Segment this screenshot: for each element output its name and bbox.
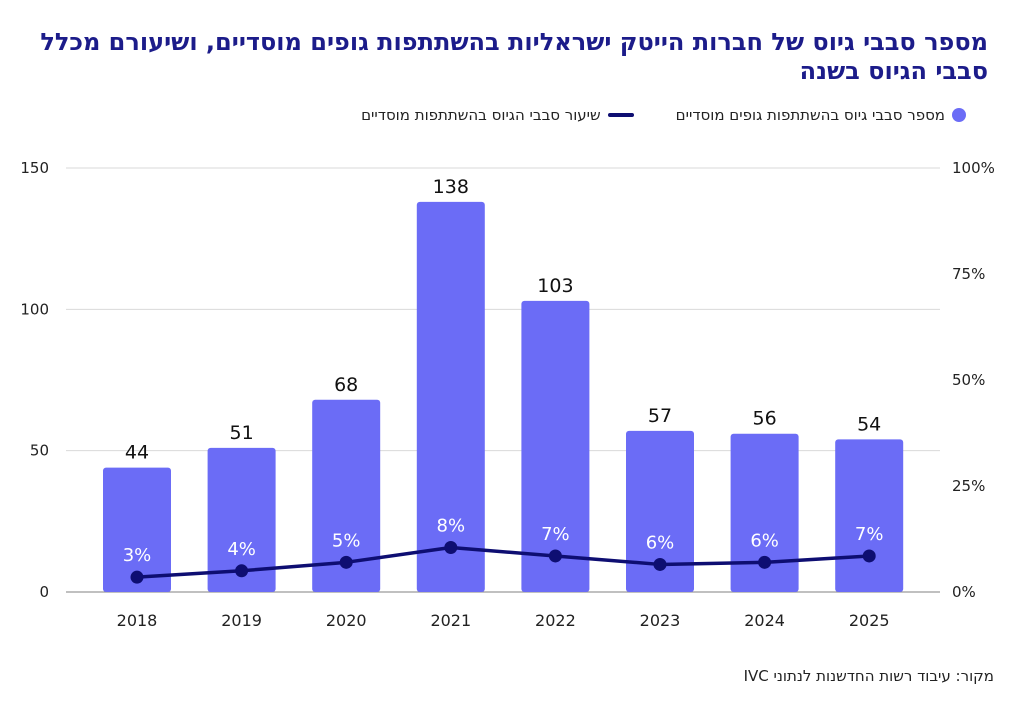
rate-label: 8% (437, 515, 466, 536)
rate-point (235, 564, 249, 578)
rate-point (548, 549, 562, 563)
y-left-tick-label: 150 (20, 159, 49, 177)
bar-value-label: 56 (753, 408, 777, 430)
y-right-tick-label: 0% (952, 583, 976, 601)
bar (521, 300, 590, 592)
y-right-tick-label: 25% (952, 477, 985, 495)
rate-label: 3% (123, 545, 152, 566)
y-right-tick-label: 50% (952, 371, 985, 389)
bar-value-label: 44 (125, 442, 149, 464)
x-tick-label: 2021 (430, 611, 471, 630)
rate-point (862, 549, 876, 563)
y-right-tick-label: 75% (952, 265, 985, 283)
bar (103, 467, 171, 592)
x-tick-label: 2024 (744, 611, 785, 630)
bar (730, 433, 799, 592)
legend-line-label: שיעור סבבי הגיוס בהשתתפות מוסדיים (361, 106, 601, 124)
rate-point (758, 555, 772, 569)
rate-point (444, 540, 458, 554)
source-note: מקור: עיבוד רשות החדשנות לנתוני IVC (743, 667, 994, 685)
x-tick-label: 2018 (117, 611, 158, 630)
legend-line-swatch (607, 113, 634, 117)
bar (416, 201, 485, 593)
rate-label: 4% (227, 539, 256, 560)
bar-value-label: 57 (648, 405, 672, 427)
chart-title: מספר סבבי גיוס של חברות הייטק ישראליות ב… (40, 28, 988, 85)
y-left-tick-label: 50 (30, 442, 49, 460)
rate-label: 7% (541, 524, 570, 545)
x-tick-label: 2020 (326, 611, 367, 630)
y-left-tick-label: 0 (39, 583, 49, 601)
rate-label: 5% (332, 530, 361, 551)
bar (835, 439, 904, 592)
y-left-tick-label: 100 (20, 300, 49, 318)
rate-label: 7% (855, 524, 884, 545)
x-tick-label: 2022 (535, 611, 576, 630)
rate-line (136, 545, 870, 579)
x-tick-label: 2019 (221, 611, 262, 630)
y-right-tick-label: 100% (952, 159, 995, 177)
x-tick-label: 2023 (640, 611, 681, 630)
legend-bars-swatch (952, 108, 966, 122)
bar-value-label: 51 (230, 422, 254, 444)
rate-point (130, 570, 144, 584)
bar (312, 399, 381, 592)
bar-value-label: 138 (433, 176, 469, 198)
bar (626, 430, 694, 592)
bar-value-label: 54 (857, 413, 881, 435)
legend-item-line: שיעור סבבי הגיוס בהשתתפות מוסדיים (361, 106, 634, 124)
rate-point (653, 557, 667, 571)
legend-item-bars: מספר סבבי גיוס בהשתתפות גופים מוסדיים (676, 106, 966, 124)
bar-value-label: 68 (334, 374, 358, 396)
rate-label: 6% (646, 532, 675, 553)
bar (207, 447, 276, 592)
rate-point (339, 555, 353, 569)
bar-value-label: 103 (537, 275, 573, 297)
rate-label: 6% (750, 530, 779, 551)
x-tick-label: 2025 (849, 611, 890, 630)
legend: מספר סבבי גיוס בהשתתפות גופים מוסדיים שי… (361, 106, 966, 124)
legend-bars-label: מספר סבבי גיוס בהשתתפות גופים מוסדיים (675, 106, 945, 124)
